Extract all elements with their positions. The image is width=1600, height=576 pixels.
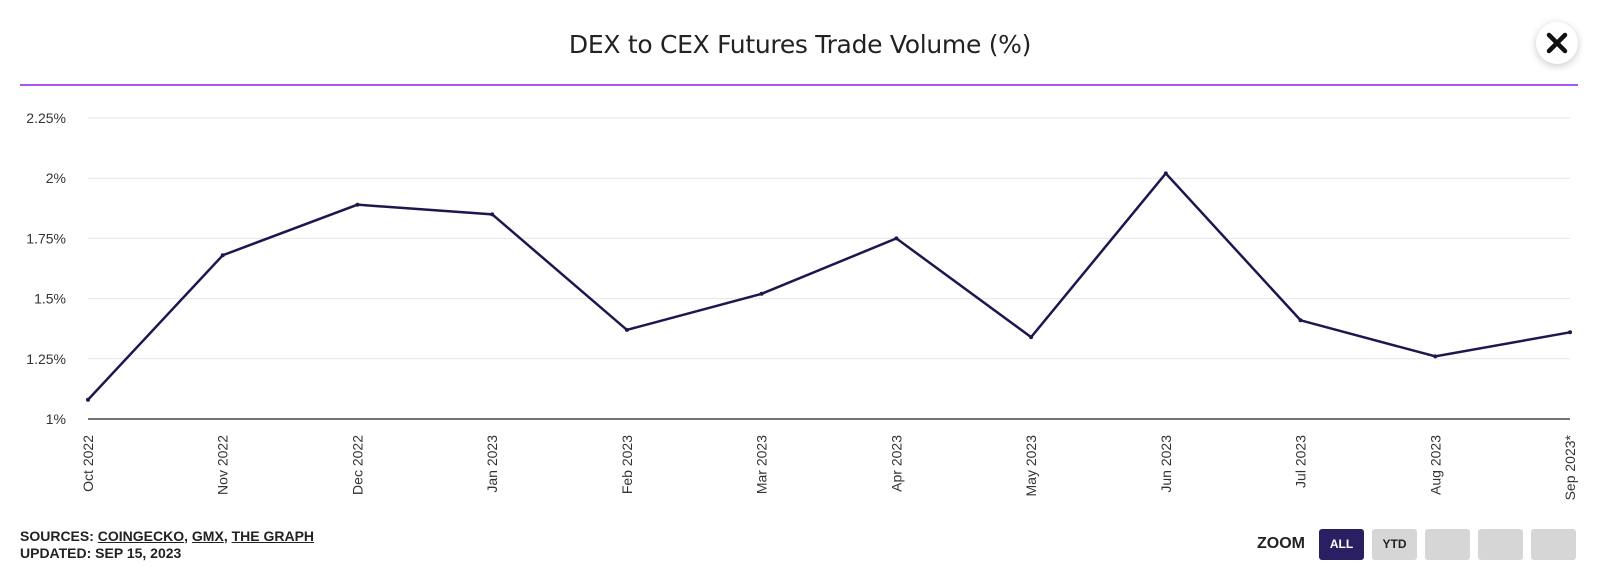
y-tick-label: 1.5% <box>34 291 66 307</box>
source-link-the-graph[interactable]: THE GRAPH <box>231 528 315 544</box>
x-tick-label: Oct 2022 <box>80 435 96 492</box>
title-divider <box>20 84 1578 86</box>
x-tick-label: Aug 2023 <box>1427 435 1443 495</box>
y-tick-label: 1.75% <box>26 230 66 246</box>
chart-title: DEX to CEX Futures Trade Volume (%) <box>568 30 1032 59</box>
close-button[interactable] <box>1536 22 1578 64</box>
y-tick-label: 1% <box>46 411 66 427</box>
zoom-controls: ZOOM ALL YTD <box>1257 528 1576 560</box>
data-point[interactable] <box>624 327 629 332</box>
data-point[interactable] <box>220 253 225 258</box>
data-point[interactable] <box>490 212 495 217</box>
x-tick-label: Mar 2023 <box>754 435 770 494</box>
data-point[interactable] <box>894 236 899 241</box>
y-tick-label: 2% <box>46 170 66 186</box>
y-tick-label: 2.25% <box>26 110 66 126</box>
x-tick-label: Sep 2023* <box>1562 434 1578 500</box>
zoom-option-4-button[interactable] <box>1478 528 1523 560</box>
x-tick-label: Jun 2023 <box>1158 435 1174 493</box>
sources-line: SOURCES: COINGECKO, GMX, THE GRAPH <box>20 528 315 544</box>
data-point[interactable] <box>1433 354 1438 359</box>
data-point[interactable] <box>355 202 360 207</box>
chart-footer: SOURCES: COINGECKO, GMX, THE GRAPH UPDAT… <box>20 528 314 562</box>
x-tick-label: Jul 2023 <box>1293 435 1309 488</box>
x-tick-label: May 2023 <box>1023 435 1039 497</box>
x-tick-label: Dec 2022 <box>349 435 365 495</box>
updated-date: UPDATED: SEP 15, 2023 <box>20 545 182 561</box>
y-tick-label: 1.25% <box>26 351 66 367</box>
data-point[interactable] <box>1163 171 1168 176</box>
zoom-label: ZOOM <box>1257 535 1305 552</box>
data-point[interactable] <box>86 397 90 402</box>
zoom-option-3-button[interactable] <box>1425 528 1470 560</box>
x-tick-label: Jan 2023 <box>484 435 500 493</box>
x-tick-label: Nov 2022 <box>215 435 231 495</box>
x-tick-label: Apr 2023 <box>888 435 904 492</box>
zoom-option-5-button[interactable] <box>1531 528 1576 560</box>
data-point[interactable] <box>1029 335 1034 340</box>
series-line <box>87 171 1571 401</box>
zoom-all-button[interactable]: ALL <box>1319 528 1364 560</box>
line-chart: 1% 1.25% 1.5% 1.75% 2% 2.25% Oct 2022 Nov 2022 D… <box>26 110 1578 500</box>
data-point[interactable] <box>1298 318 1303 323</box>
zoom-ytd-button[interactable]: YTD <box>1372 528 1417 560</box>
sources-prefix: SOURCES: <box>20 528 98 544</box>
data-point[interactable] <box>1568 330 1572 335</box>
source-link-gmx[interactable]: GMX <box>191 528 224 544</box>
x-tick-label: Feb 2023 <box>619 435 635 494</box>
data-point[interactable] <box>759 291 764 296</box>
source-link-coingecko[interactable]: COINGECKO <box>97 528 185 544</box>
close-icon <box>1546 32 1568 54</box>
